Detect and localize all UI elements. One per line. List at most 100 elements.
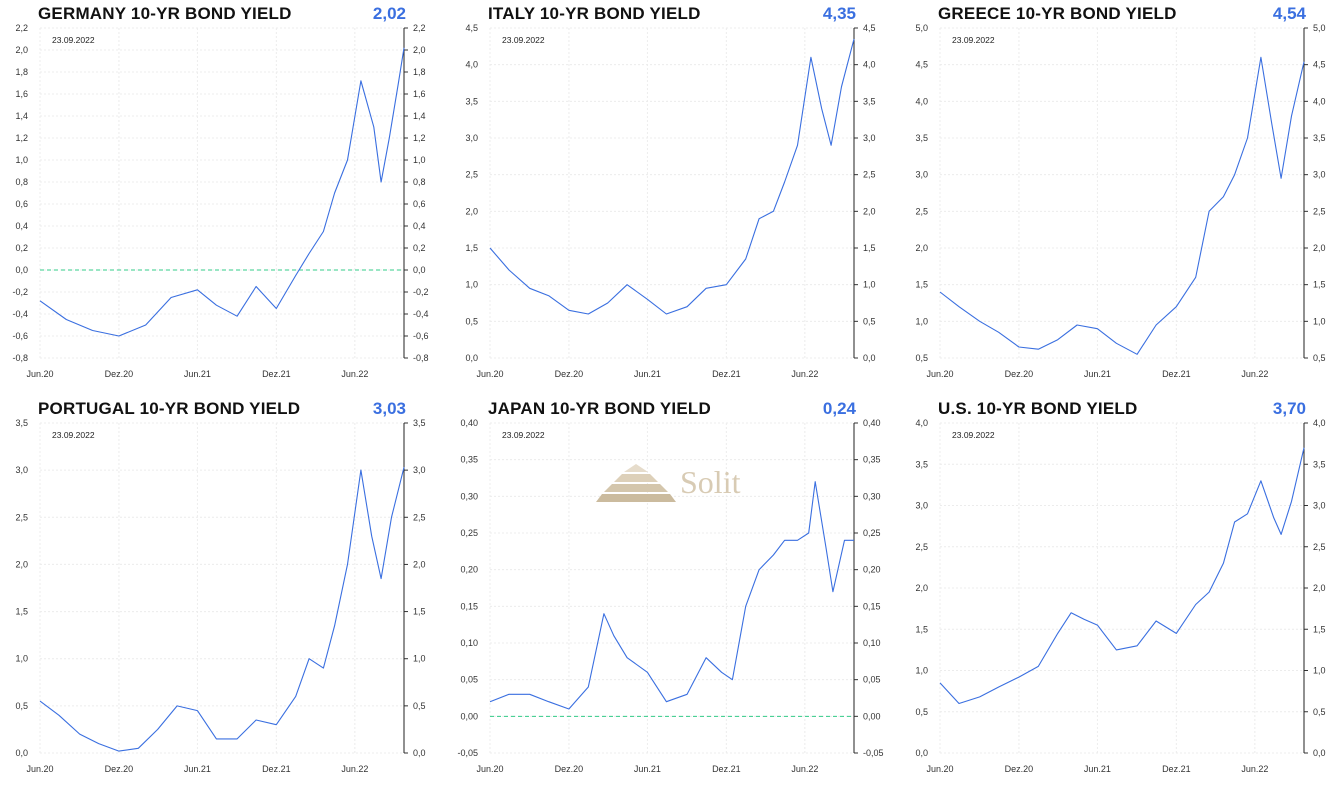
x-tick-label: Dez.20 <box>555 369 584 379</box>
y-tick-label-left: 4,0 <box>915 96 928 106</box>
date-label: 23.09.2022 <box>952 35 995 45</box>
series-line <box>39 467 405 752</box>
date-label: 23.09.2022 <box>502 430 545 440</box>
x-tick-label: Jun.22 <box>1241 764 1268 774</box>
chart-panel: 0,0 0,0 0,5 0,5 1,0 1,0 1,5 1,5 2,0 2,0 2,5 2,5 3,0 3… <box>900 395 1344 788</box>
y-tick-label-right: 1,6 <box>413 89 426 99</box>
y-tick-label-left: 2,0 <box>15 45 28 55</box>
y-tick-label-left: 1,0 <box>915 316 928 326</box>
y-tick-label-right: 1,0 <box>413 155 426 165</box>
y-tick-label-left: 1,0 <box>465 280 478 290</box>
y-tick-label-left: 3,0 <box>915 170 928 180</box>
x-tick-label: Jun.20 <box>926 369 953 379</box>
y-tick-label-left: 4,0 <box>465 60 478 70</box>
y-tick-label-right: 2,0 <box>413 45 426 55</box>
date-label: 23.09.2022 <box>502 35 545 45</box>
y-tick-label-left: 3,0 <box>915 501 928 511</box>
x-tick-label: Jun.22 <box>341 764 368 774</box>
x-tick-label: Jun.20 <box>26 764 53 774</box>
y-tick-label-left: 0,5 <box>915 353 928 363</box>
y-tick-label-left: 2,5 <box>15 512 28 522</box>
y-tick-label-right: 0,5 <box>863 316 876 326</box>
y-tick-label-right: 2,2 <box>413 23 426 33</box>
y-tick-label-right: 2,5 <box>1313 206 1326 216</box>
y-tick-label-right: 3,0 <box>413 465 426 475</box>
last-value: 2,02 <box>372 4 406 23</box>
chart-title: ITALY 10-YR BOND YIELD <box>488 4 701 23</box>
y-tick-label-left: 2,5 <box>465 170 478 180</box>
y-tick-label-left: 1,6 <box>15 89 28 99</box>
chart-title: JAPAN 10-YR BOND YIELD <box>488 399 711 418</box>
chart-panel: 0,5 0,5 1,0 1,0 1,5 1,5 2,0 2,0 2,5 2,5 3,0 3,0 3,5 3… <box>900 0 1344 393</box>
y-tick-label-left: 3,0 <box>465 133 478 143</box>
watermark-logo: Solit <box>596 460 766 506</box>
series-line <box>489 38 855 315</box>
y-tick-label-right: 4,5 <box>1313 60 1326 70</box>
y-tick-label-right: 0,25 <box>863 528 881 538</box>
y-tick-label-left: 1,2 <box>15 133 28 143</box>
x-tick-label: Dez.20 <box>555 764 584 774</box>
x-tick-label: Dez.21 <box>262 369 291 379</box>
line-chart: -0,05 -0,05 0,00 0,00 0,05 0,05 0,10 0,10 0,15 0,… <box>457 418 884 774</box>
y-tick-label-right: 2,5 <box>413 512 426 522</box>
y-tick-label-left: 0,0 <box>915 748 928 758</box>
y-tick-label-left: 0,8 <box>15 177 28 187</box>
y-tick-label-left: 1,5 <box>915 624 928 634</box>
y-tick-label-right: -0,4 <box>413 309 429 319</box>
y-tick-label-right: 0,5 <box>1313 353 1326 363</box>
chart-title: PORTUGAL 10-YR BOND YIELD <box>38 399 301 418</box>
y-tick-label-left: 0,6 <box>15 199 28 209</box>
x-tick-label: Dez.21 <box>1162 369 1191 379</box>
y-tick-label-right: 0,40 <box>863 418 881 428</box>
y-tick-label-right: 0,10 <box>863 638 881 648</box>
y-tick-label-left: 3,5 <box>15 418 28 428</box>
pyramid-logo-icon <box>596 464 676 502</box>
y-tick-label-right: 0,5 <box>1313 707 1326 717</box>
y-tick-label-right: 0,8 <box>413 177 426 187</box>
x-tick-label: Dez.20 <box>105 764 134 774</box>
x-tick-label: Jun.21 <box>184 764 211 774</box>
y-tick-label-left: 1,8 <box>15 67 28 77</box>
y-tick-label-left: 0,15 <box>460 601 478 611</box>
y-tick-label-left: -0,4 <box>12 309 28 319</box>
line-chart: 0,0 0,0 0,5 0,5 1,0 1,0 1,5 1,5 2,0 2,0 2,5 2,5 3,0 3… <box>915 418 1326 774</box>
watermark-text: Solit <box>680 464 741 500</box>
y-tick-label-left: 3,5 <box>465 96 478 106</box>
y-tick-label-right: 0,0 <box>413 748 426 758</box>
y-tick-label-left: -0,2 <box>12 287 28 297</box>
x-tick-label: Jun.22 <box>791 764 818 774</box>
line-chart: 0,0 0,0 0,5 0,5 1,0 1,0 1,5 1,5 2,0 2,0 2,5 2,5 3,0 3… <box>15 418 426 774</box>
y-tick-label-left: 0,5 <box>15 701 28 711</box>
y-tick-label-left: 0,35 <box>460 455 478 465</box>
chart-title: GREECE 10-YR BOND YIELD <box>938 4 1177 23</box>
x-tick-label: Dez.21 <box>1162 764 1191 774</box>
y-tick-label-left: 0,0 <box>465 353 478 363</box>
y-tick-label-right: 1,0 <box>1313 316 1326 326</box>
y-tick-label-right: 0,00 <box>863 711 881 721</box>
y-tick-label-left: 0,0 <box>15 265 28 275</box>
y-tick-label-left: -0,8 <box>12 353 28 363</box>
y-tick-label-left: 0,00 <box>460 711 478 721</box>
x-tick-label: Jun.20 <box>26 369 53 379</box>
y-tick-label-right: 1,0 <box>413 654 426 664</box>
y-tick-label-right: 0,20 <box>863 565 881 575</box>
x-tick-label: Dez.21 <box>712 764 741 774</box>
series-line <box>939 447 1305 705</box>
y-tick-label-left: 1,0 <box>15 155 28 165</box>
y-tick-label-left: 2,5 <box>915 542 928 552</box>
y-tick-label-left: 0,4 <box>15 221 28 231</box>
last-value: 3,03 <box>372 399 406 418</box>
y-tick-label-left: 1,0 <box>15 654 28 664</box>
x-tick-label: Jun.22 <box>341 369 368 379</box>
y-tick-label-right: 1,0 <box>863 280 876 290</box>
y-tick-label-right: 4,5 <box>863 23 876 33</box>
x-tick-label: Jun.21 <box>634 764 661 774</box>
y-tick-label-right: 3,0 <box>1313 501 1326 511</box>
last-value: 0,24 <box>822 399 856 418</box>
y-tick-label-left: 0,5 <box>915 707 928 717</box>
y-tick-label-right: 0,15 <box>863 601 881 611</box>
y-tick-label-left: 1,5 <box>465 243 478 253</box>
y-tick-label-left: 2,2 <box>15 23 28 33</box>
y-tick-label-right: 0,35 <box>863 455 881 465</box>
y-tick-label-right: -0,05 <box>863 748 884 758</box>
